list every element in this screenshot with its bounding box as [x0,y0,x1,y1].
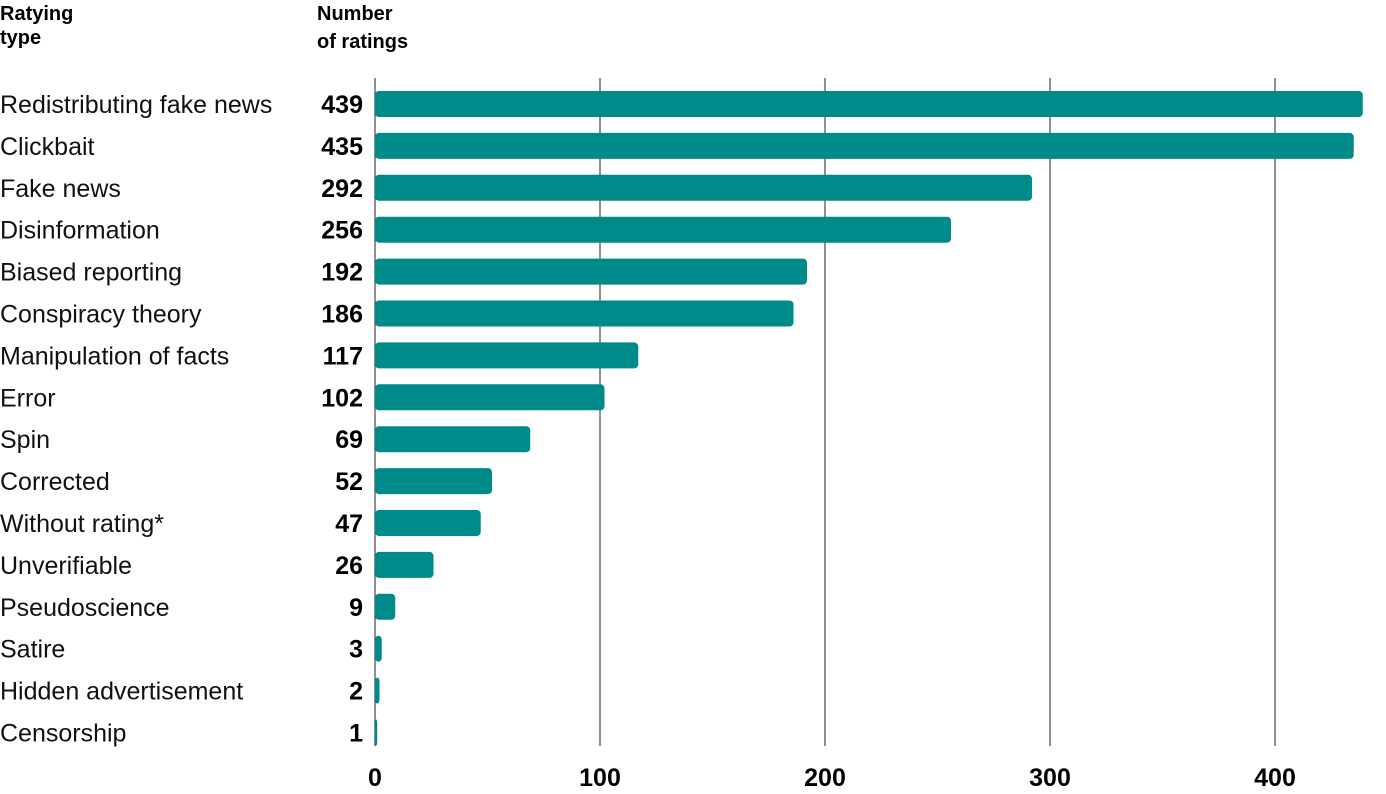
category-label: Disinformation [0,217,160,245]
bars [375,91,1363,746]
value-label: 102 [321,384,363,412]
value-label: 69 [335,426,363,454]
category-header-line-1: Ratying [0,3,73,25]
category-label: Pseudoscience [0,594,170,622]
bar-clickbait [375,132,1354,159]
bar-corrected [375,468,492,495]
category-label: Corrected [0,468,110,496]
value-label: 1 [349,720,363,748]
value-header-line-1: Number [317,3,393,25]
bar-error [375,384,605,411]
category-label: Error [0,384,56,412]
value-label: 439 [321,91,363,119]
bar-unverifiable [375,551,434,578]
category-label: Censorship [0,720,126,748]
x-tick-label-0: 0 [368,764,382,792]
bar-fake-news [375,174,1032,201]
category-labels: Redistributing fake news Clickbait Fake ne… [0,91,272,748]
bar-without-rating [375,510,481,536]
bar-manipulation-of-facts [375,342,639,369]
x-tick-label-100: 100 [579,764,621,792]
bar-censorship [375,719,378,746]
value-header: Number of ratings [317,3,408,53]
value-header-line-2: of ratings [317,31,408,53]
value-label: 256 [321,217,363,245]
bar-biased-reporting [375,258,807,285]
category-header: Ratying type [0,3,73,49]
bar-spin [375,426,531,453]
category-label: Manipulation of facts [0,342,229,370]
bar-satire [375,635,382,662]
category-label: Satire [0,636,65,664]
bar-pseudoscience [375,593,396,620]
value-label: 47 [335,510,363,538]
category-label: Biased reporting [0,259,182,287]
category-label: Conspiracy theory [0,301,202,329]
category-header-line-2: type [0,27,41,49]
value-label: 9 [349,594,363,622]
x-tick-label-300: 300 [1029,764,1071,792]
bar-conspiracy-theory [375,300,794,327]
x-axis-tick-labels: 0 100 200 300 400 [368,764,1296,792]
bar-hidden-advertisement [375,677,380,704]
value-label: 52 [335,468,363,496]
category-label: Hidden advertisement [0,678,243,706]
value-label: 2 [349,678,363,706]
value-label: 117 [323,342,363,370]
category-label: Unverifiable [0,552,132,580]
bar-redistributing-fake-news [375,91,1363,117]
value-label: 292 [321,175,363,203]
category-label: Clickbait [0,133,95,161]
value-labels: 439 435 292 256 192 186 117 102 69 52 47 26 9 3 2 1 [321,91,363,748]
value-label: 192 [321,259,363,287]
category-label: Redistributing fake news [0,91,272,119]
x-tick-label-200: 200 [804,764,846,792]
bar-disinformation [375,216,951,243]
category-label: Spin [0,426,50,454]
category-label: Fake news [0,175,121,203]
category-label: Without rating* [0,510,164,538]
value-label: 3 [349,636,363,664]
value-label: 26 [335,552,363,580]
x-tick-label-400: 400 [1254,764,1296,792]
value-label: 186 [321,301,363,329]
value-label: 435 [321,133,363,161]
